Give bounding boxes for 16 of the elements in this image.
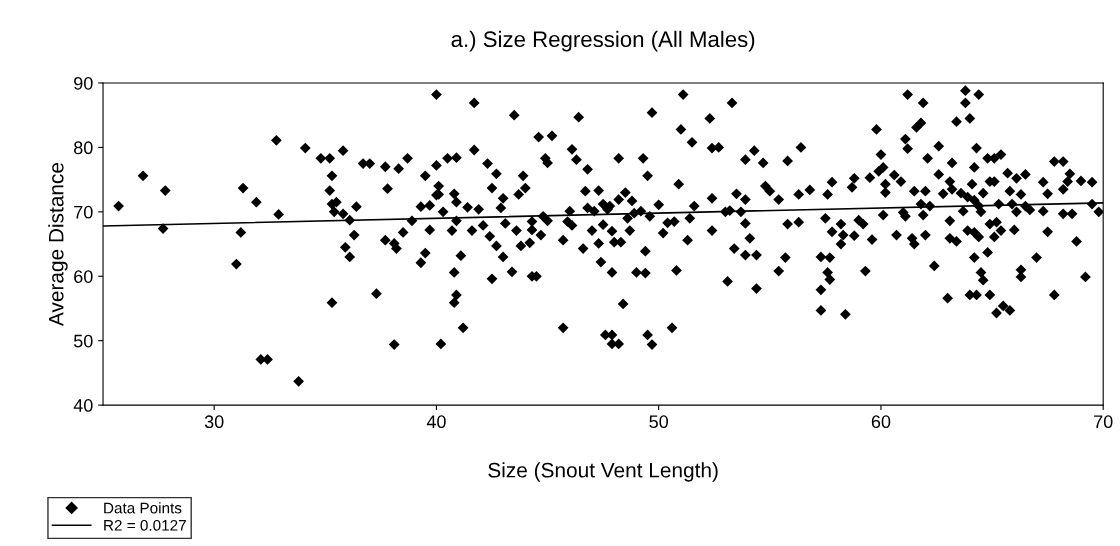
y-tick-label: 80 <box>74 141 93 155</box>
y-tick-label: 40 <box>73 399 93 412</box>
x-tick-label: 70 <box>1094 415 1113 429</box>
x-tick-label: 30 <box>204 415 224 429</box>
y-tick-label: 70 <box>74 205 93 219</box>
legend-label: Data Points <box>104 502 182 514</box>
x-axis-title: Size (Snout Vent Length) <box>488 462 718 482</box>
y-tick-label: 60 <box>74 270 93 283</box>
x-tick-label: 50 <box>649 415 669 429</box>
legend-label: R2 = 0.0127 <box>104 519 186 531</box>
chart-title: a.) Size Regression (All Males) <box>451 30 755 52</box>
y-axis-title: Average Distance <box>48 162 68 327</box>
x-tick-label: 60 <box>871 415 891 429</box>
y-tick-label: 50 <box>73 334 93 348</box>
y-tick-label: 90 <box>74 76 93 90</box>
x-tick-label: 40 <box>426 415 446 429</box>
